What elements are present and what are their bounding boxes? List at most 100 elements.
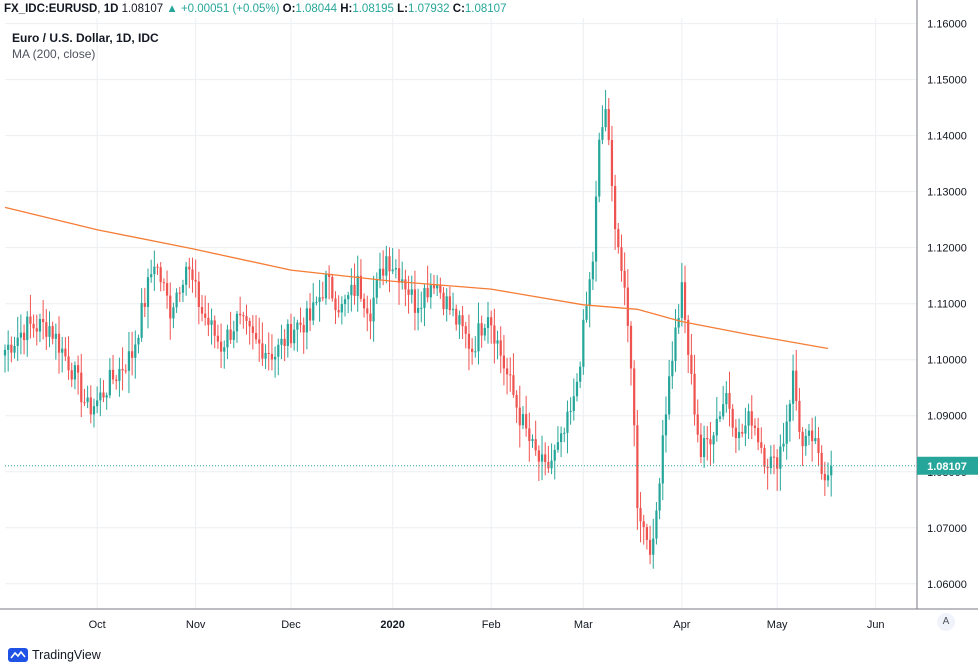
candle-body bbox=[153, 266, 156, 275]
candle-body bbox=[534, 439, 537, 451]
candle-body bbox=[42, 319, 45, 323]
candle-body bbox=[559, 433, 563, 443]
candle-body bbox=[594, 196, 598, 262]
candle-body bbox=[550, 460, 553, 469]
candle-body bbox=[353, 284, 356, 296]
candle-body bbox=[683, 282, 687, 320]
candle-body bbox=[645, 527, 649, 540]
candle-body bbox=[474, 351, 477, 353]
candle-body bbox=[709, 439, 712, 445]
candle-body bbox=[448, 296, 451, 311]
y-tick-label: 1.09000 bbox=[927, 411, 967, 423]
candle-body bbox=[426, 287, 429, 298]
candle-body bbox=[191, 269, 194, 280]
candle-body bbox=[715, 418, 718, 436]
candle-body bbox=[496, 340, 499, 344]
candle-body bbox=[194, 279, 197, 282]
candle-body bbox=[146, 277, 150, 307]
interval-label[interactable]: 1D bbox=[103, 3, 119, 15]
candle-body bbox=[528, 428, 531, 441]
candle-body bbox=[413, 289, 417, 313]
candle-body bbox=[124, 370, 127, 372]
candle-body bbox=[258, 339, 261, 344]
candle-body bbox=[391, 269, 394, 272]
candle-body bbox=[210, 320, 213, 325]
symbol-name[interactable]: FX_IDC:EURUSD bbox=[4, 3, 98, 15]
candle-body bbox=[270, 353, 274, 360]
candle-body bbox=[108, 369, 111, 396]
candle-body bbox=[585, 306, 588, 320]
candle-body bbox=[572, 396, 575, 411]
candle-body bbox=[7, 344, 10, 350]
candle-body bbox=[439, 285, 442, 293]
candle-body bbox=[614, 186, 617, 230]
candle-body bbox=[753, 425, 757, 428]
candle-body bbox=[162, 282, 165, 284]
grid-lines bbox=[5, 18, 917, 609]
candle-body bbox=[277, 344, 280, 357]
candle-body bbox=[216, 335, 220, 342]
auto-scale-button[interactable]: A bbox=[937, 613, 955, 631]
x-tick-label: Jun bbox=[867, 619, 885, 631]
candle-body bbox=[569, 410, 572, 412]
candle-body bbox=[445, 296, 448, 310]
candle-body bbox=[674, 327, 677, 361]
tradingview-icon bbox=[8, 648, 28, 662]
legend-title[interactable]: Euro / U.S. Dollar, 1D, IDC bbox=[12, 31, 159, 45]
candle-body bbox=[115, 379, 118, 381]
candle-body bbox=[480, 323, 483, 336]
candle-body bbox=[38, 319, 42, 332]
candle-body bbox=[769, 456, 772, 469]
candle-body bbox=[51, 326, 54, 339]
candle-body bbox=[372, 297, 375, 322]
candle-body bbox=[575, 381, 579, 397]
high-value: 1.08195 bbox=[352, 3, 394, 15]
candle-body bbox=[502, 355, 506, 369]
candle-body bbox=[134, 344, 137, 358]
candle-body bbox=[671, 360, 674, 377]
candle-body bbox=[505, 368, 509, 375]
candle-body bbox=[830, 466, 833, 476]
candle-body bbox=[788, 403, 792, 422]
candle-body bbox=[509, 374, 512, 376]
candle-body bbox=[598, 139, 601, 197]
legend-indicator[interactable]: MA (200, close) bbox=[12, 47, 96, 61]
candle-body bbox=[687, 319, 690, 355]
candle-body bbox=[140, 303, 143, 338]
candle-body bbox=[712, 435, 715, 445]
candle-body bbox=[493, 325, 496, 344]
candle-body bbox=[76, 365, 80, 373]
candle-body bbox=[544, 454, 547, 463]
candle-body bbox=[169, 295, 172, 319]
candle-body bbox=[239, 313, 242, 316]
candle-body bbox=[658, 483, 661, 511]
up-arrow-icon: ▲ bbox=[166, 3, 178, 15]
candle-body bbox=[483, 328, 486, 336]
candle-body bbox=[607, 109, 610, 141]
candle-body bbox=[499, 340, 502, 356]
candle-body bbox=[328, 273, 331, 277]
candle-body bbox=[35, 328, 38, 332]
candle-body bbox=[432, 285, 436, 289]
open-value: 1.08044 bbox=[295, 3, 337, 15]
candle-body bbox=[22, 332, 26, 341]
candle-body bbox=[782, 443, 785, 447]
candle-body bbox=[385, 256, 388, 276]
candle-body bbox=[118, 368, 121, 381]
candle-body bbox=[420, 307, 423, 309]
low-label: L: bbox=[397, 3, 408, 15]
x-tick-label: Oct bbox=[89, 619, 106, 631]
candle-body bbox=[626, 287, 629, 326]
candle-body bbox=[648, 539, 652, 555]
candle-body bbox=[429, 285, 432, 298]
tradingview-logo[interactable]: TradingView bbox=[8, 646, 101, 664]
candle-body bbox=[264, 352, 267, 359]
candle-body bbox=[223, 347, 226, 352]
candle-body bbox=[178, 292, 181, 294]
candle-body bbox=[143, 303, 146, 307]
candle-body bbox=[92, 406, 96, 415]
candle-body bbox=[728, 393, 731, 409]
candle-body bbox=[312, 302, 315, 321]
candle-body bbox=[350, 284, 353, 296]
